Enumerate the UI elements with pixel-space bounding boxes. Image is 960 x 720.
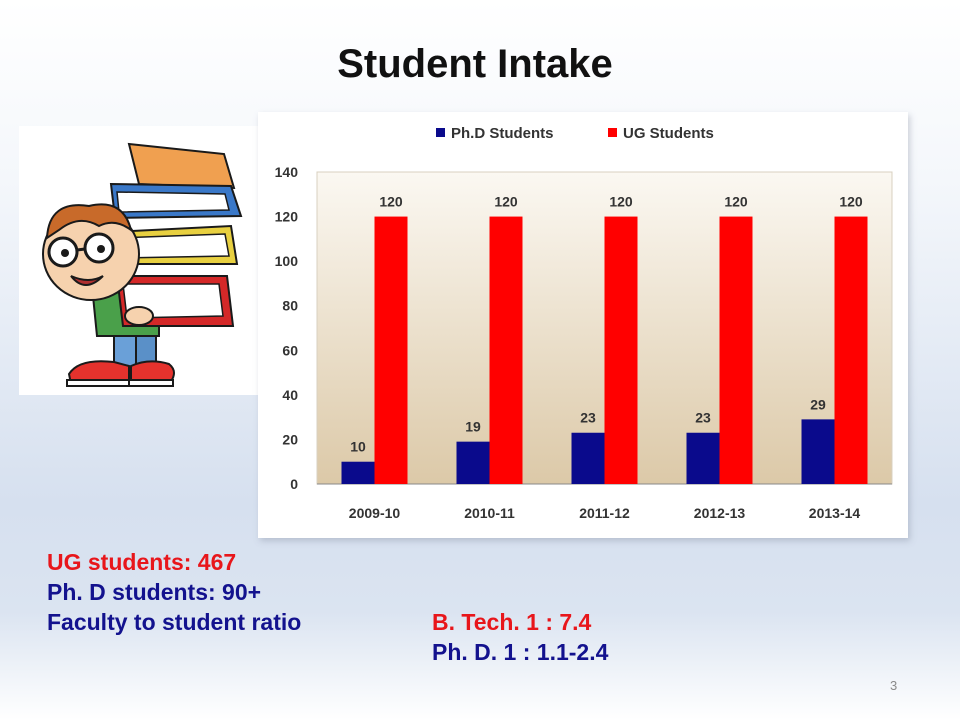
chart-panel: Ph.D Students UG Students 0 20 40 60 80 100 120… [258,112,908,538]
y-tick-label: 20 [282,431,298,447]
stats-block: UG students: 467 Ph. D students: 90+ Fac… [47,547,608,667]
phd-bar-2009-10 [341,461,375,484]
page-title: Student Intake [337,42,613,86]
x-axis-ticks: 2009-10 2010-11 2011-12 2012-13 2013-14 [349,505,861,521]
ratio-label: Faculty to student ratio [47,609,302,635]
phd-data-label-2013-14: 29 [810,396,826,412]
phd-data-label-2009-10: 10 [350,439,366,455]
ug-data-label-2013-14: 120 [839,194,863,210]
y-tick-label: 120 [275,209,299,225]
phd-bar-2012-13 [686,432,720,484]
legend: Ph.D Students UG Students [436,125,714,142]
phd-data-label-2011-12: 23 [580,410,596,426]
ug-bar-2013-14 [834,216,868,485]
phd-bar-2011-12 [571,432,605,484]
btech-ratio-text: B. Tech. 1 : 7.4 [432,609,592,635]
page-number: 3 [890,678,898,693]
legend-label-1: UG Students [623,125,714,142]
ug-bar-2010-11 [489,216,523,485]
y-tick-label: 140 [275,164,299,180]
legend-label-0: Ph.D Students [451,125,554,142]
x-tick-label: 2010-11 [464,505,515,521]
y-tick-label: 0 [290,476,298,492]
phd-bar-2013-14 [801,419,835,484]
ug-data-label-2011-12: 120 [609,194,633,210]
ug-bar-2012-13 [719,216,753,485]
phd-ratio-text: Ph. D. 1 : 1.1-2.4 [432,639,609,665]
phd-data-label-2012-13: 23 [695,410,711,426]
phd-students-text: Ph. D students: 90+ [47,579,262,605]
x-tick-label: 2012-13 [694,505,746,521]
phd-data-label-2010-11: 19 [465,419,481,435]
ug-bar-2011-12 [604,216,638,485]
ug-students-text: UG students: 467 [47,549,237,575]
legend-swatch-0 [436,128,445,137]
y-axis-ticks: 0 20 40 60 80 100 120 140 [275,164,299,492]
x-tick-label: 2013-14 [809,505,861,521]
bars [341,216,868,485]
ug-data-label-2010-11: 120 [494,194,518,210]
y-tick-label: 80 [282,298,298,314]
x-tick-label: 2009-10 [349,505,401,521]
ug-data-label-2012-13: 120 [724,194,748,210]
ug-bar-2009-10 [374,216,408,485]
student-books-icon [42,142,243,387]
y-tick-label: 60 [282,342,298,358]
ug-data-label-2009-10: 120 [379,194,403,210]
x-tick-label: 2011-12 [579,505,630,521]
data-labels: 10 120 19 120 23 120 23 120 29 120 [350,194,863,455]
legend-swatch-1 [608,128,617,137]
y-tick-label: 100 [275,253,299,269]
phd-bar-2010-11 [456,441,490,484]
bar-chart: Ph.D Students UG Students 0 20 40 60 80 100 120… [275,125,893,521]
student-with-books-illustration [19,126,261,395]
y-tick-label: 40 [282,387,298,403]
